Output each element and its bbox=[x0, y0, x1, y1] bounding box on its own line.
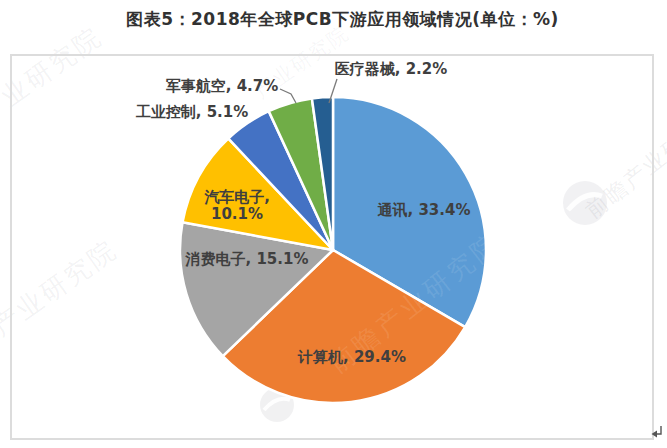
slice-label-计算机: 计算机, 29.4% bbox=[298, 349, 406, 366]
slice-label-工业控制: 工业控制, 5.1% bbox=[136, 104, 249, 121]
slice-label-军事航空: 军事航空, 4.7% bbox=[166, 78, 279, 95]
pie-chart bbox=[0, 0, 667, 448]
return-mark-arrowhead bbox=[652, 431, 658, 438]
slice-label-通讯: 通讯, 33.4% bbox=[378, 202, 471, 219]
slice-label-汽车电子: 汽车电子,10.1% bbox=[204, 189, 270, 224]
slice-label-医疗器械: 医疗器械, 2.2% bbox=[335, 61, 448, 78]
return-mark-icon bbox=[652, 426, 662, 438]
slice-label-消费电子: 消费电子, 15.1% bbox=[186, 251, 309, 268]
watermark-logo-right bbox=[563, 181, 607, 225]
chart-page: 图表5：2018年全球PCB下游应用领域情况(单位：%) 产业研究院 产业研究院… bbox=[0, 0, 667, 448]
